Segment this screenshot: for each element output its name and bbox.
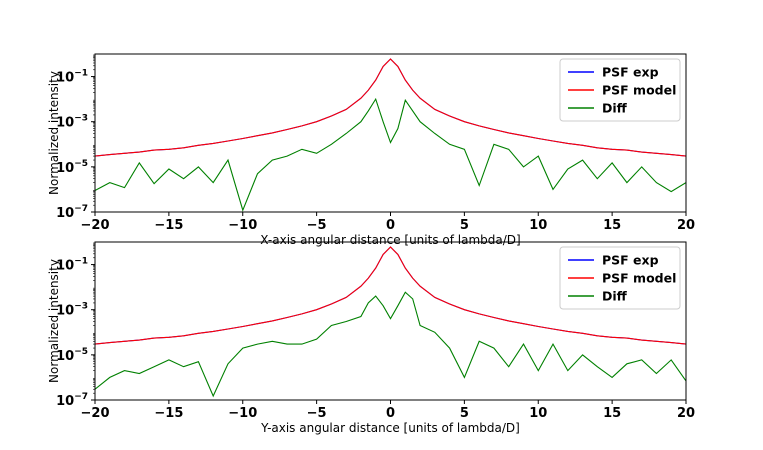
legend-box bbox=[559, 246, 681, 310]
legend-label: PSF model bbox=[602, 271, 676, 286]
legend: PSF exp PSF model Diff bbox=[559, 246, 681, 310]
x-tick-label: −15 bbox=[154, 406, 183, 421]
x-axis-label: X-axis angular distance [units of lambda… bbox=[260, 233, 520, 247]
series-line-psf-model bbox=[95, 246, 686, 345]
x-tick-label: 10 bbox=[529, 406, 547, 421]
chart-panel-1: −20 −15 −10 −5 0 5 10 15 20 10−7 10−5 10−3 10−1 X-axi… bbox=[47, 53, 695, 247]
x-tick-label: 0 bbox=[386, 406, 395, 421]
y-axis-label: Normalized intensity bbox=[47, 259, 61, 383]
x-tick-label: −10 bbox=[228, 406, 257, 421]
y-tick-label: 10−1 bbox=[56, 257, 88, 274]
x-tick-label: −20 bbox=[81, 406, 110, 421]
y-tick-label: 10−7 bbox=[56, 392, 88, 409]
y-tick-label: 10−7 bbox=[56, 204, 88, 221]
y-axis-label: Normalized intensity bbox=[47, 71, 61, 195]
x-tick-label: 15 bbox=[603, 406, 621, 421]
series-line-diff bbox=[95, 291, 686, 398]
legend-label: PSF exp bbox=[602, 65, 659, 80]
legend-box bbox=[559, 58, 681, 122]
x-tick-label: 15 bbox=[603, 218, 621, 233]
y-tick-label: 10−5 bbox=[56, 159, 88, 176]
x-tick-label: 10 bbox=[529, 218, 547, 233]
x-tick-label: 5 bbox=[460, 406, 469, 421]
x-axis-label: Y-axis angular distance [units of lambda… bbox=[260, 421, 520, 435]
x-tick-label: −5 bbox=[307, 218, 327, 233]
legend-label: PSF exp bbox=[602, 253, 659, 268]
legend: PSF exp PSF model Diff bbox=[559, 58, 681, 122]
x-tick-label: 0 bbox=[386, 218, 395, 233]
x-tick-label: −5 bbox=[307, 406, 327, 421]
series-line-diff bbox=[95, 97, 686, 212]
y-tick-label: 10−3 bbox=[56, 114, 88, 131]
x-tick-label: 5 bbox=[460, 218, 469, 233]
x-tick-label: 20 bbox=[677, 406, 695, 421]
x-tick-label: −15 bbox=[154, 218, 183, 233]
legend-label: Diff bbox=[602, 289, 628, 304]
y-tick-label: 10−3 bbox=[56, 302, 88, 319]
legend-label: PSF model bbox=[602, 83, 676, 98]
x-tick-label: −10 bbox=[228, 218, 257, 233]
x-tick-label: −20 bbox=[81, 218, 110, 233]
y-tick-label: 10−5 bbox=[56, 347, 88, 364]
legend-label: Diff bbox=[602, 101, 628, 116]
chart-panel-2: −20 −15 −10 −5 0 5 10 15 20 10−7 10−5 10−3 10−1 Y-axi… bbox=[47, 241, 695, 435]
plot-area bbox=[95, 246, 686, 398]
x-tick-label: 20 bbox=[677, 218, 695, 233]
plot-area bbox=[95, 58, 686, 212]
y-tick-label: 10−1 bbox=[56, 69, 88, 86]
series-line-psf-model bbox=[95, 58, 686, 157]
